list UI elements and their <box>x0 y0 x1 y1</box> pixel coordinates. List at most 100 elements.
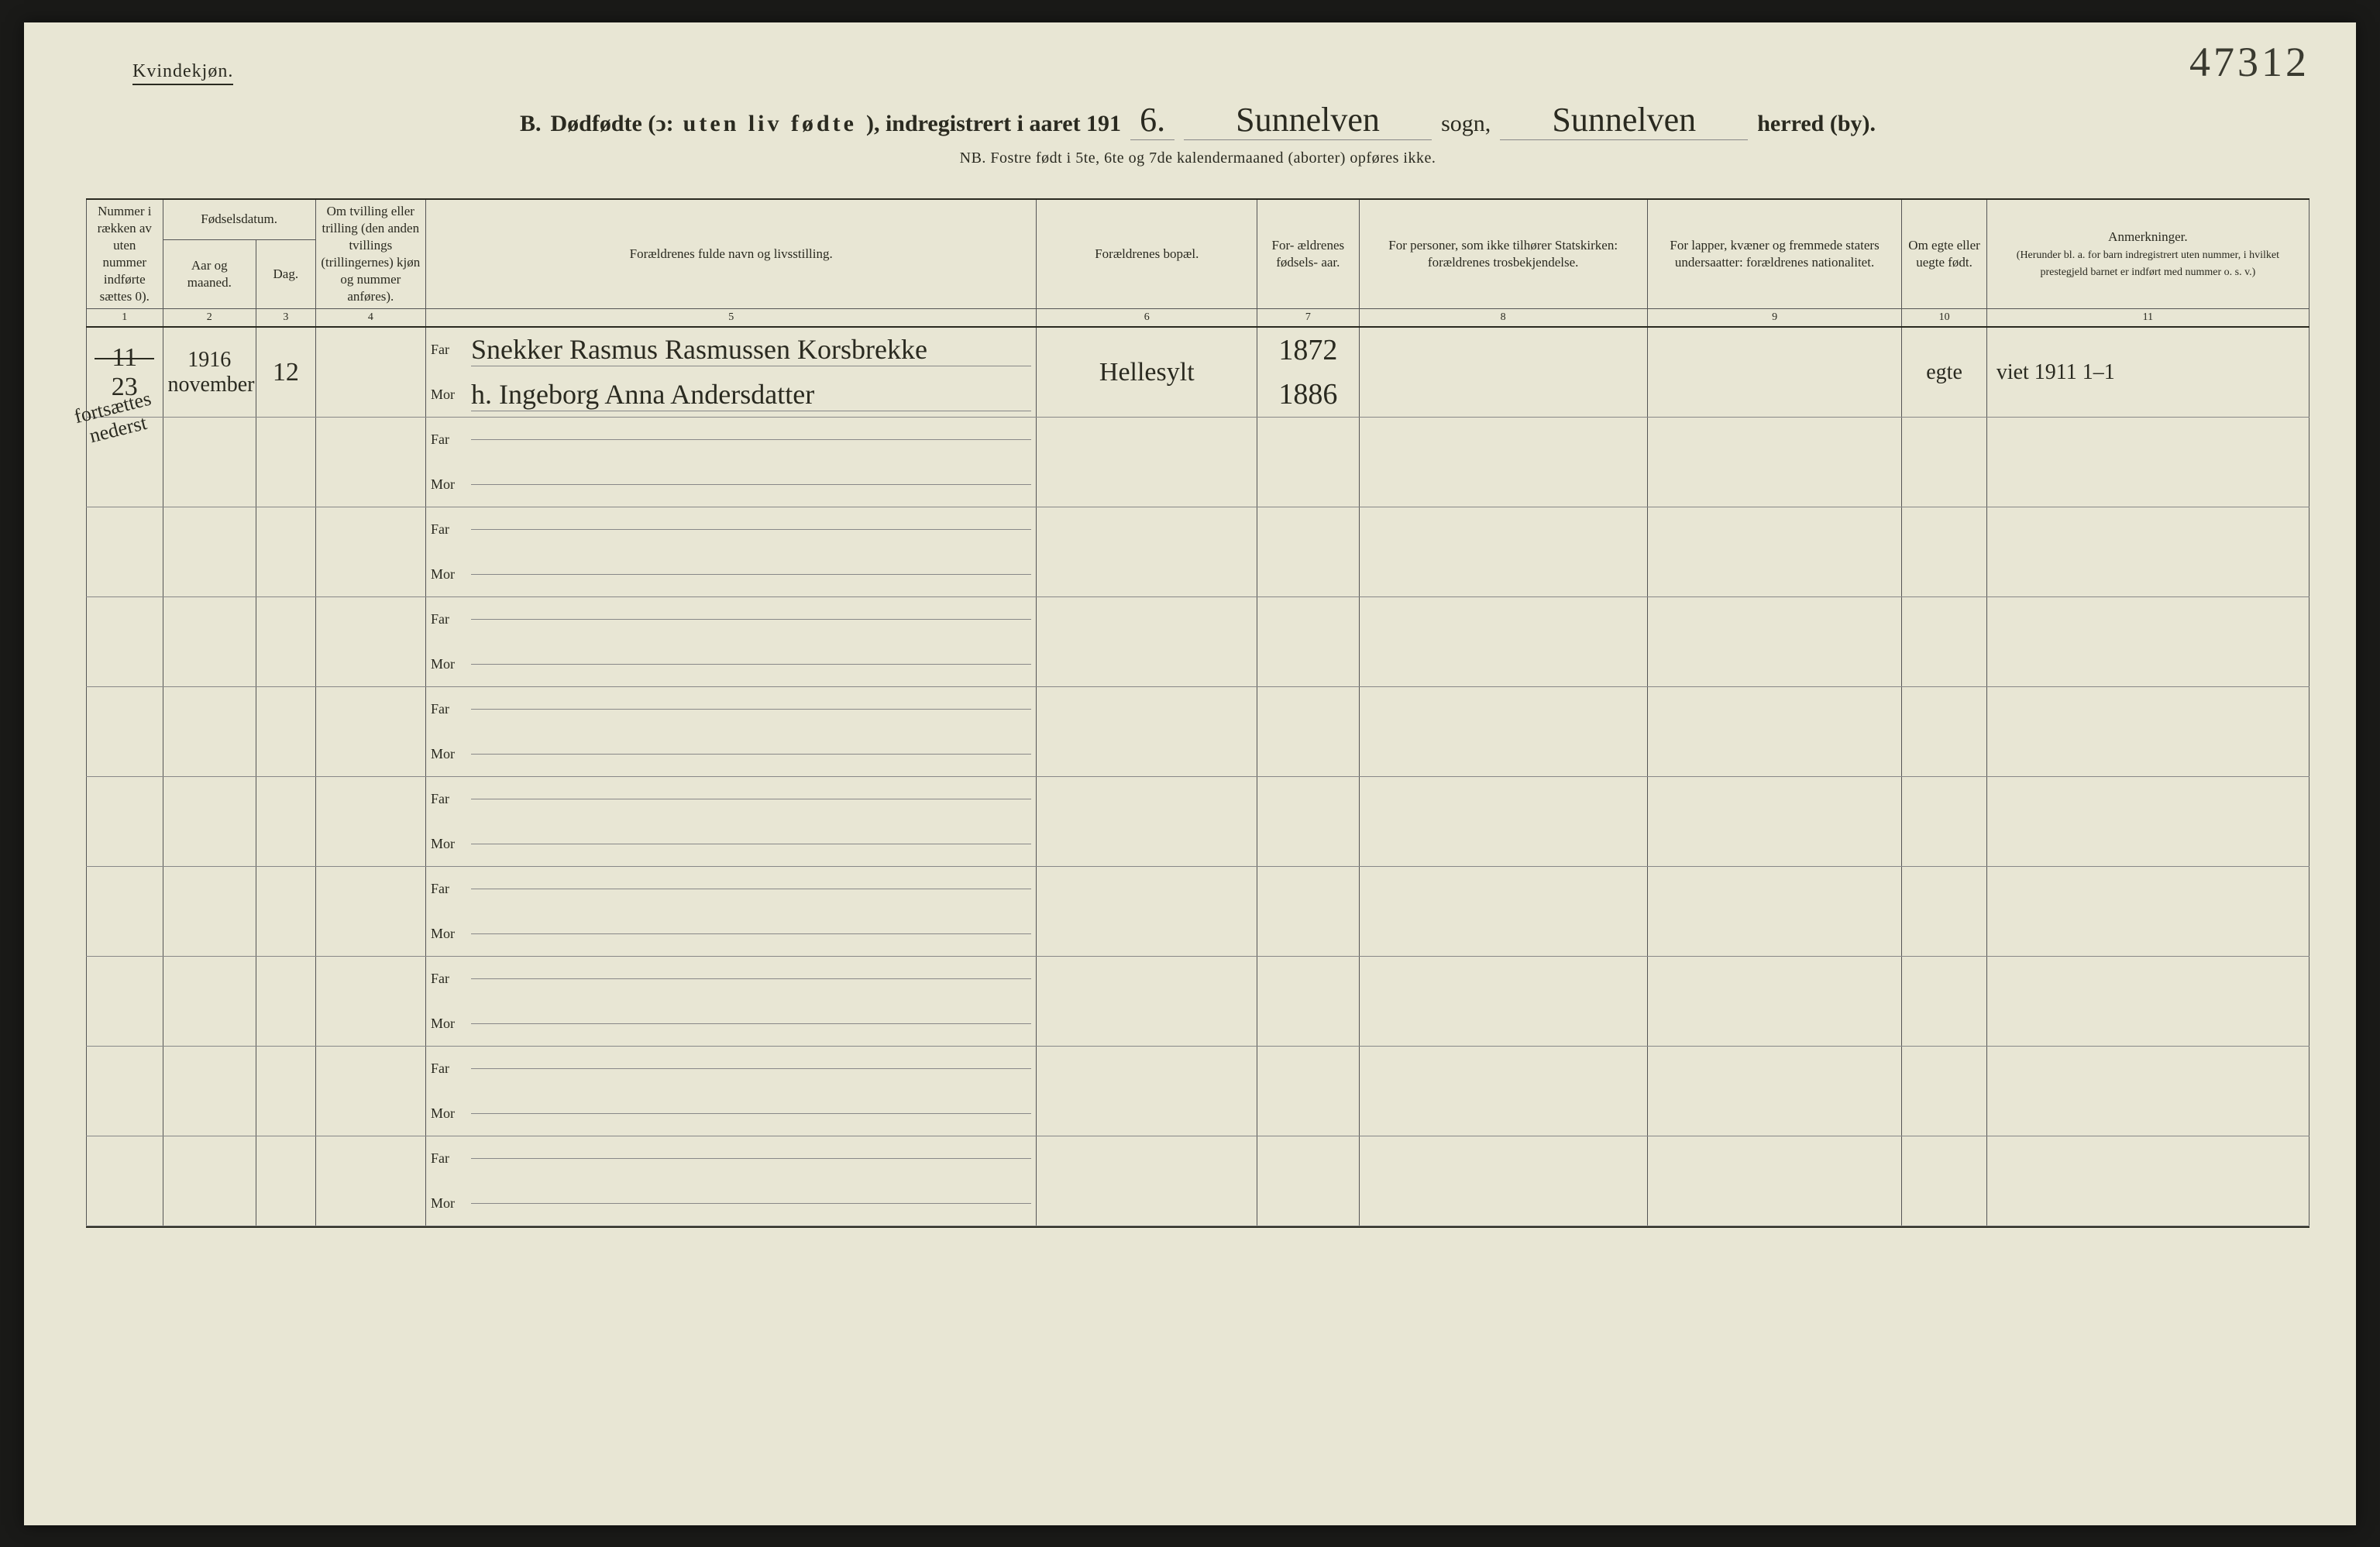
herred-handwritten: Sunnelven <box>1500 100 1748 140</box>
cell-egte <box>1902 507 1987 596</box>
table-row: Far <box>87 686 2309 731</box>
cell-remarks <box>1986 956 2309 1046</box>
colnum-5: 5 <box>426 309 1037 328</box>
cell-bopel: Hellesylt <box>1037 327 1257 417</box>
cell-dag <box>256 596 316 686</box>
cell-mor-birth <box>1257 552 1359 596</box>
cell-nat <box>1647 417 1902 507</box>
cell-far-name: Far <box>426 1046 1037 1091</box>
table-header: Nummer i rækken av uten nummer indførte … <box>87 200 2309 328</box>
colnum-7: 7 <box>1257 309 1359 328</box>
cell-tros <box>1359 956 1647 1046</box>
colnum-11: 11 <box>1986 309 2309 328</box>
far-label: Far <box>431 431 463 448</box>
cell-dag <box>256 776 316 866</box>
table-row: 11 23 1916 november 12 Far Snekker Rasmu… <box>87 327 2309 372</box>
register-table-wrap: Nummer i rækken av uten nummer indførte … <box>86 198 2309 1228</box>
cell-remarks <box>1986 507 2309 596</box>
cell-bopel <box>1037 507 1257 596</box>
mor-label: Mor <box>431 387 463 403</box>
cell-mor-birth <box>1257 731 1359 776</box>
col-anmerkninger-sub: (Herunder bl. a. for barn indregistrert … <box>2017 249 2279 278</box>
cell-nat <box>1647 507 1902 596</box>
cell-tvilling <box>315 417 425 507</box>
cell-remarks <box>1986 1136 2309 1226</box>
cell-nummer <box>87 1046 163 1136</box>
register-table: Nummer i rækken av uten nummer indførte … <box>86 200 2309 1226</box>
colnum-3: 3 <box>256 309 316 328</box>
table-row: Far <box>87 507 2309 552</box>
mor-label: Mor <box>431 926 463 942</box>
far-name-empty <box>471 619 1031 620</box>
cell-aar-maaned <box>163 596 256 686</box>
sogn-label: sogn, <box>1441 111 1491 137</box>
cell-far-birth: 1872 <box>1257 327 1359 372</box>
year-suffix-handwritten: 6. <box>1130 100 1175 140</box>
register-page: Kvindekjøn. 47312 fortsættes nederst B. … <box>24 22 2356 1525</box>
cell-nat <box>1647 686 1902 776</box>
page-header: B. Dødfødte (ↄ: uten liv fødte ), indreg… <box>86 100 2309 167</box>
cell-aar-maaned <box>163 1046 256 1136</box>
col-nationalitet: For lapper, kvæner og fremmede staters u… <box>1647 200 1902 309</box>
cell-far-name: Far <box>426 417 1037 462</box>
header-nb-line: NB. Fostre født i 5te, 6te og 7de kalend… <box>86 150 2309 167</box>
far-name-empty <box>471 1068 1031 1069</box>
far-name-empty <box>471 1158 1031 1159</box>
far-label: Far <box>431 1150 463 1167</box>
cell-nummer <box>87 776 163 866</box>
cell-nummer <box>87 686 163 776</box>
cell-egte <box>1902 417 1987 507</box>
cell-mor-birth <box>1257 1091 1359 1136</box>
cell-dag: 12 <box>256 327 316 417</box>
mor-name-empty <box>471 1023 1031 1024</box>
colnum-4: 4 <box>315 309 425 328</box>
cell-far-name: Far <box>426 866 1037 911</box>
col-egte: Om egte eller uegte født. <box>1902 200 1987 309</box>
col-dag: Dag. <box>256 239 316 309</box>
cell-mor-name: Mor <box>426 1181 1037 1226</box>
cell-far-birth <box>1257 1046 1359 1091</box>
col-aar-maaned: Aar og maaned. <box>163 239 256 309</box>
cell-egte <box>1902 866 1987 956</box>
cell-tros <box>1359 507 1647 596</box>
mor-name-empty <box>471 933 1031 934</box>
table-row: Far <box>87 596 2309 641</box>
far-label: Far <box>431 971 463 987</box>
far-label: Far <box>431 791 463 807</box>
cell-remarks <box>1986 1046 2309 1136</box>
mor-label: Mor <box>431 836 463 852</box>
header-title-a: Dødfødte (ↄ: <box>551 111 674 137</box>
cell-remarks <box>1986 596 2309 686</box>
column-number-row: 1 2 3 4 5 6 7 8 9 10 11 <box>87 309 2309 328</box>
year-hw: 1916 <box>168 348 251 373</box>
cell-egte <box>1902 1136 1987 1226</box>
mor-name-empty <box>471 754 1031 755</box>
header-title-b: ), indregistrert i aaret 191 <box>866 111 1121 137</box>
col-nummer: Nummer i rækken av uten nummer indførte … <box>87 200 163 309</box>
cell-mor-name: Mor <box>426 911 1037 956</box>
cell-far-name: Far <box>426 1136 1037 1181</box>
colnum-6: 6 <box>1037 309 1257 328</box>
cell-egte <box>1902 956 1987 1046</box>
cell-tvilling <box>315 776 425 866</box>
cell-nummer <box>87 866 163 956</box>
col-fodselsdatum: Fødselsdatum. <box>163 200 315 240</box>
cell-dag <box>256 417 316 507</box>
table-body: 11 23 1916 november 12 Far Snekker Rasmu… <box>87 327 2309 1226</box>
table-row: Far <box>87 956 2309 1001</box>
cell-aar-maaned <box>163 507 256 596</box>
cell-mor-name: Mor <box>426 641 1037 686</box>
cell-far-name: Far Snekker Rasmus Rasmussen Korsbrekke <box>426 327 1037 372</box>
cell-mor-birth <box>1257 462 1359 507</box>
mor-label: Mor <box>431 566 463 583</box>
mor-name-hw: h. Ingeborg Anna Andersdatter <box>471 378 1031 411</box>
cell-far-birth <box>1257 1136 1359 1181</box>
far-name-empty <box>471 529 1031 530</box>
cell-egte <box>1902 686 1987 776</box>
table-row: Far <box>87 1136 2309 1181</box>
cell-far-name: Far <box>426 596 1037 641</box>
col-anmerkninger-title: Anmerkninger. <box>2108 229 2187 244</box>
col-tvilling: Om tvilling eller trilling (den anden tv… <box>315 200 425 309</box>
cell-egte <box>1902 1046 1987 1136</box>
cell-mor-name: Mor <box>426 1091 1037 1136</box>
